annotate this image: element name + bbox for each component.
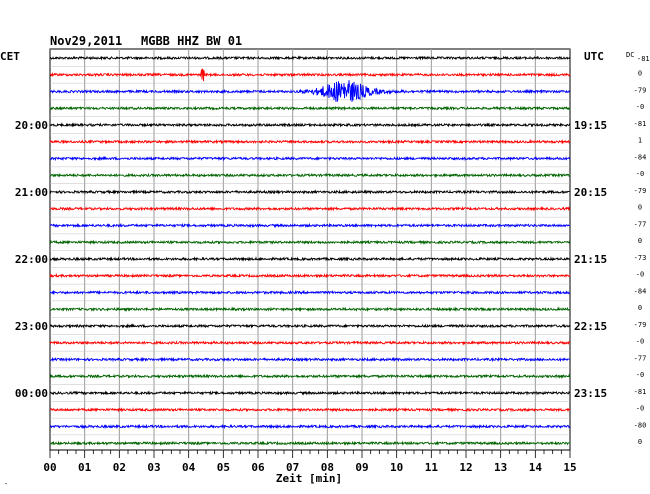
dc-offset-label: -81 [634,388,647,396]
dc-offset-label: 0 [638,438,642,446]
x-axis-label: Zeit [min] [276,472,342,485]
dc-offset-label: -0 [636,103,644,111]
right-hour-labels: 19:15 20:15 21:15 22:15 23:15 [574,119,607,400]
x-tick-label: 02 [113,461,126,474]
x-tick-label: 08 [321,461,334,474]
right-timezone-label: UTC [584,50,604,63]
x-tick-label: 11 [425,461,439,474]
seismic-trace-20 [49,390,571,396]
x-tick-label: 06 [251,461,265,474]
seismic-trace-15 [49,306,571,313]
seismic-trace-6 [49,155,571,162]
x-tick-label: 00 [43,461,56,474]
dc-offset-label: -77 [634,354,647,362]
seismic-trace-23 [49,440,571,446]
seismic-trace-9 [49,205,571,212]
seismic-trace-5 [49,138,571,145]
dc-offset-labels: 0 -79 -0 -81 1 -84 -0 -79 0 -77 0 -73 -0 -84 0 -79 -0 -77… [634,70,647,447]
x-tick-label: 14 [529,461,543,474]
dc-header-value: -81 [637,55,650,63]
dc-offset-label: -84 [634,153,647,161]
x-tick-label: 04 [182,461,196,474]
x-tick-label: 10 [390,461,403,474]
seismic-trace-3 [49,105,571,112]
dc-offset-label: -84 [634,287,647,295]
dc-offset-label: -77 [634,220,647,228]
header-date: Nov29,2011 [50,34,122,48]
dc-offset-label: -0 [636,371,644,379]
seismic-trace-7 [49,172,571,179]
dc-header-label: DC [626,51,634,59]
grid-lines [49,48,571,451]
x-tick-label: 12 [459,461,472,474]
right-hour-label: 20:15 [574,186,607,199]
seismic-trace-18 [49,356,571,363]
left-hour-label: 21:00 [15,186,48,199]
dc-offset-label: 0 [638,304,642,312]
seismic-trace-22 [49,423,571,430]
x-tick-label: 03 [147,461,160,474]
dc-offset-label: -80 [634,421,647,429]
x-axis-ticks [49,450,571,458]
left-hour-label: 23:00 [15,320,48,333]
left-hour-label: 22:00 [15,253,48,266]
dc-offset-label: 0 [638,237,642,245]
x-tick-labels: 00 01 02 03 04 05 06 07 08 09 10 11 12 13 14 15 [43,461,576,474]
dc-offset-label: -0 [636,405,644,413]
dc-offset-label: -79 [634,321,647,329]
x-tick-label: 13 [494,461,507,474]
right-hour-label: 19:15 [574,119,607,132]
dc-offset-label: 1 [638,137,642,145]
right-hour-label: 21:15 [574,253,607,266]
left-hour-labels: 20:00 21:00 22:00 23:00 00:00 [15,119,48,400]
dc-offset-label: -79 [634,86,647,94]
seismic-trace-1 [49,68,571,82]
seismic-traces [49,55,571,446]
seismic-trace-13 [49,272,571,279]
dc-offset-label: 0 [638,204,642,212]
left-timezone-label: CET [0,50,20,63]
seismic-trace-19 [49,373,571,380]
x-tick-label: 07 [286,461,299,474]
left-hour-label: 20:00 [15,119,48,132]
seismic-trace-21 [49,407,571,413]
corner-mark: - [4,480,8,488]
x-tick-label: 01 [78,461,92,474]
seismic-trace-2 [49,80,570,102]
dc-offset-label: -0 [636,271,644,279]
seismic-trace-16 [49,323,571,329]
seismic-trace-4 [49,122,571,128]
right-hour-label: 22:15 [574,320,607,333]
dc-offset-label: -81 [634,120,647,128]
seismic-trace-10 [49,222,571,229]
x-tick-label: 09 [355,461,368,474]
seismic-trace-14 [49,289,571,296]
left-hour-label: 00:00 [15,387,48,400]
x-tick-label: 15 [563,461,576,474]
dc-offset-label: -73 [634,254,647,262]
dc-offset-label: -0 [636,338,644,346]
right-hour-label: 23:15 [574,387,607,400]
dc-offset-label: -0 [636,170,644,178]
seismic-trace-17 [49,340,571,346]
seismic-trace-11 [49,239,571,246]
header-station: MGBB HHZ BW 01 [141,34,242,48]
seismic-trace-12 [49,256,571,262]
dc-offset-label: 0 [638,70,642,78]
x-tick-label: 05 [217,461,230,474]
seismic-trace-0 [49,55,571,61]
dc-offset-label: -79 [634,187,647,195]
seismic-trace-8 [49,189,571,195]
